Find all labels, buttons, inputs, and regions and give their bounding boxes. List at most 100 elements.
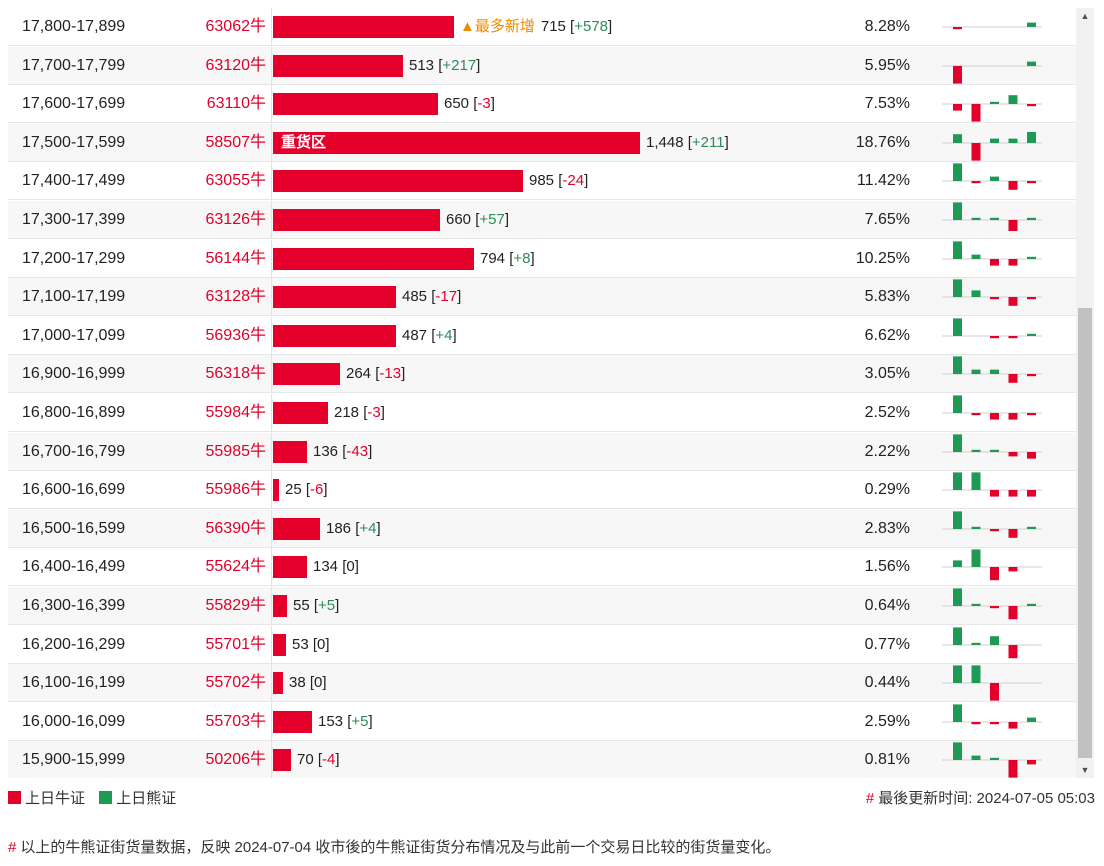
warrant-code-link[interactable]: 55829牛 xyxy=(205,597,267,614)
volume-bar-cell: ▲最多新增 715 [+578] xyxy=(271,8,862,46)
warrant-code-link[interactable]: 55624牛 xyxy=(205,558,267,575)
warrant-code-link[interactable]: 63055牛 xyxy=(205,172,267,189)
volume-bar xyxy=(273,363,340,385)
table-row: 16,900-16,999 56318牛 264 [-13] 3.05% xyxy=(8,355,1076,393)
change-sparkline xyxy=(942,434,1042,459)
warrant-code-link[interactable]: 63126牛 xyxy=(205,211,267,228)
warrant-code-link[interactable]: 55985牛 xyxy=(205,443,267,460)
sparkline-bar xyxy=(1027,217,1036,220)
warrant-code-link[interactable]: 55702牛 xyxy=(205,674,267,691)
volume-value: 218 xyxy=(334,404,360,421)
sparkline-bar xyxy=(1008,452,1018,457)
warrant-code-link[interactable]: 63062牛 xyxy=(205,18,267,35)
sparkline-bar xyxy=(990,757,999,760)
sparkline-bar xyxy=(953,627,962,645)
sparkline-bar xyxy=(953,395,962,413)
percentage: 3.05% xyxy=(864,365,910,382)
sparkline-bar xyxy=(1008,722,1018,729)
volume-change: -17 xyxy=(435,288,458,305)
sparkline-bar xyxy=(1008,413,1018,420)
volume-bar-cell: 218 [-3] xyxy=(271,394,862,432)
volume-text: 794 [+8] xyxy=(480,250,535,267)
sparkline-bar xyxy=(971,143,981,161)
sparkline-bar xyxy=(971,217,981,220)
warrant-code-link[interactable]: 50206牛 xyxy=(205,751,267,768)
sparkline-bar xyxy=(1027,603,1036,606)
sparkline-bar xyxy=(953,202,962,220)
warrant-code-link[interactable]: 55986牛 xyxy=(205,481,267,498)
warrant-code-link[interactable]: 55703牛 xyxy=(205,713,267,730)
strike-range: 17,300-17,399 xyxy=(22,211,126,228)
volume-change: 0 xyxy=(317,636,326,653)
change-sparkline xyxy=(942,395,1042,420)
warrant-code-link[interactable]: 58507牛 xyxy=(205,134,267,151)
volume-value: 38 xyxy=(289,674,306,691)
change-sparkline xyxy=(942,472,1042,497)
volume-bar xyxy=(273,93,438,115)
volume-bar-cell: 186 [+4] xyxy=(271,510,862,548)
warrant-code-link[interactable]: 55984牛 xyxy=(205,404,267,421)
change-sparkline xyxy=(942,163,1042,190)
volume-bar-cell: 153 [+5] xyxy=(271,703,862,741)
change-sparkline xyxy=(942,318,1042,339)
table-row: 17,600-17,699 63110牛 650 [-3] 7.53% xyxy=(8,85,1076,123)
volume-value: 513 xyxy=(409,57,435,74)
volume-value: 25 xyxy=(285,481,302,498)
legend-bull: 上日牛证 xyxy=(8,790,85,807)
warrant-code-link[interactable]: 55701牛 xyxy=(205,636,267,653)
warrant-code-link[interactable]: 63120牛 xyxy=(205,57,267,74)
sparkline-bar xyxy=(971,755,981,760)
sparkline-bar xyxy=(990,683,999,701)
table-row: 17,700-17,799 63120牛 513 [+217] 5.95% xyxy=(8,47,1076,85)
volume-bar xyxy=(273,711,312,733)
warrant-code-link[interactable]: 63110牛 xyxy=(206,95,266,112)
table-row: 17,200-17,299 56144牛 794 [+8] 10.25% xyxy=(8,240,1076,278)
scrollbar-thumb[interactable] xyxy=(1078,308,1092,758)
warrant-code-link[interactable]: 56390牛 xyxy=(205,520,267,537)
percentage: 8.28% xyxy=(864,18,910,35)
vertical-scrollbar[interactable]: ▲ ▼ xyxy=(1076,8,1094,778)
volume-bar-cell: 513 [+217] xyxy=(271,47,862,85)
sparkline-bar xyxy=(990,636,999,645)
sparkline-bar xyxy=(953,356,962,374)
volume-value: 794 xyxy=(480,250,506,267)
scroll-down-arrow-icon[interactable]: ▼ xyxy=(1080,765,1090,775)
volume-bar xyxy=(273,749,291,771)
sparkline-bar xyxy=(1027,490,1036,497)
strike-range: 16,000-16,099 xyxy=(22,713,126,730)
sparkline-bar xyxy=(953,104,962,111)
volume-text: 53 [0] xyxy=(292,636,330,653)
sparkline-bar xyxy=(990,567,999,581)
sparkline-bar xyxy=(1008,760,1018,778)
table-row: 17,000-17,099 56936牛 487 [+4] 6.62% xyxy=(8,317,1076,355)
volume-value: 650 xyxy=(444,95,470,112)
volume-change: -6 xyxy=(310,481,324,498)
strike-range: 17,500-17,599 xyxy=(22,134,126,151)
red-square-icon xyxy=(8,791,21,804)
sparkline-bar xyxy=(1027,61,1036,66)
sparkline-bar xyxy=(1008,220,1018,231)
volume-change: 0 xyxy=(346,558,355,575)
change-sparkline xyxy=(942,22,1042,30)
sparkline-bar xyxy=(990,529,999,532)
volume-bar-cell: 38 [0] xyxy=(271,664,862,702)
last-updated: # 最後更新时间: 2024-07-05 05:03 xyxy=(866,789,1095,809)
percentage: 7.53% xyxy=(864,95,910,112)
table-row: 16,800-16,899 55984牛 218 [-3] 2.52% xyxy=(8,394,1076,432)
warrant-code-link[interactable]: 63128牛 xyxy=(205,288,267,305)
table-row: 17,800-17,899 63062牛 ▲最多新增 715 [+578] 8.28% xyxy=(8,8,1076,46)
warrant-code-link[interactable]: 56936牛 xyxy=(205,327,267,344)
sparkline-bar xyxy=(990,138,999,143)
percentage: 2.59% xyxy=(864,713,910,730)
strike-range: 16,300-16,399 xyxy=(22,597,126,614)
percentage: 1.56% xyxy=(864,558,910,575)
warrant-code-link[interactable]: 56144牛 xyxy=(205,250,267,267)
volume-text: 660 [+57] xyxy=(446,211,509,228)
sparkline-bar xyxy=(953,279,962,297)
sparkline-bar xyxy=(990,176,999,181)
sparkline-bar xyxy=(1027,256,1036,259)
warrant-code-link[interactable]: 56318牛 xyxy=(205,365,267,382)
scroll-up-arrow-icon[interactable]: ▲ xyxy=(1080,11,1090,21)
volume-bar-cell: 487 [+4] xyxy=(271,317,862,355)
sparkline-bar xyxy=(971,603,981,606)
